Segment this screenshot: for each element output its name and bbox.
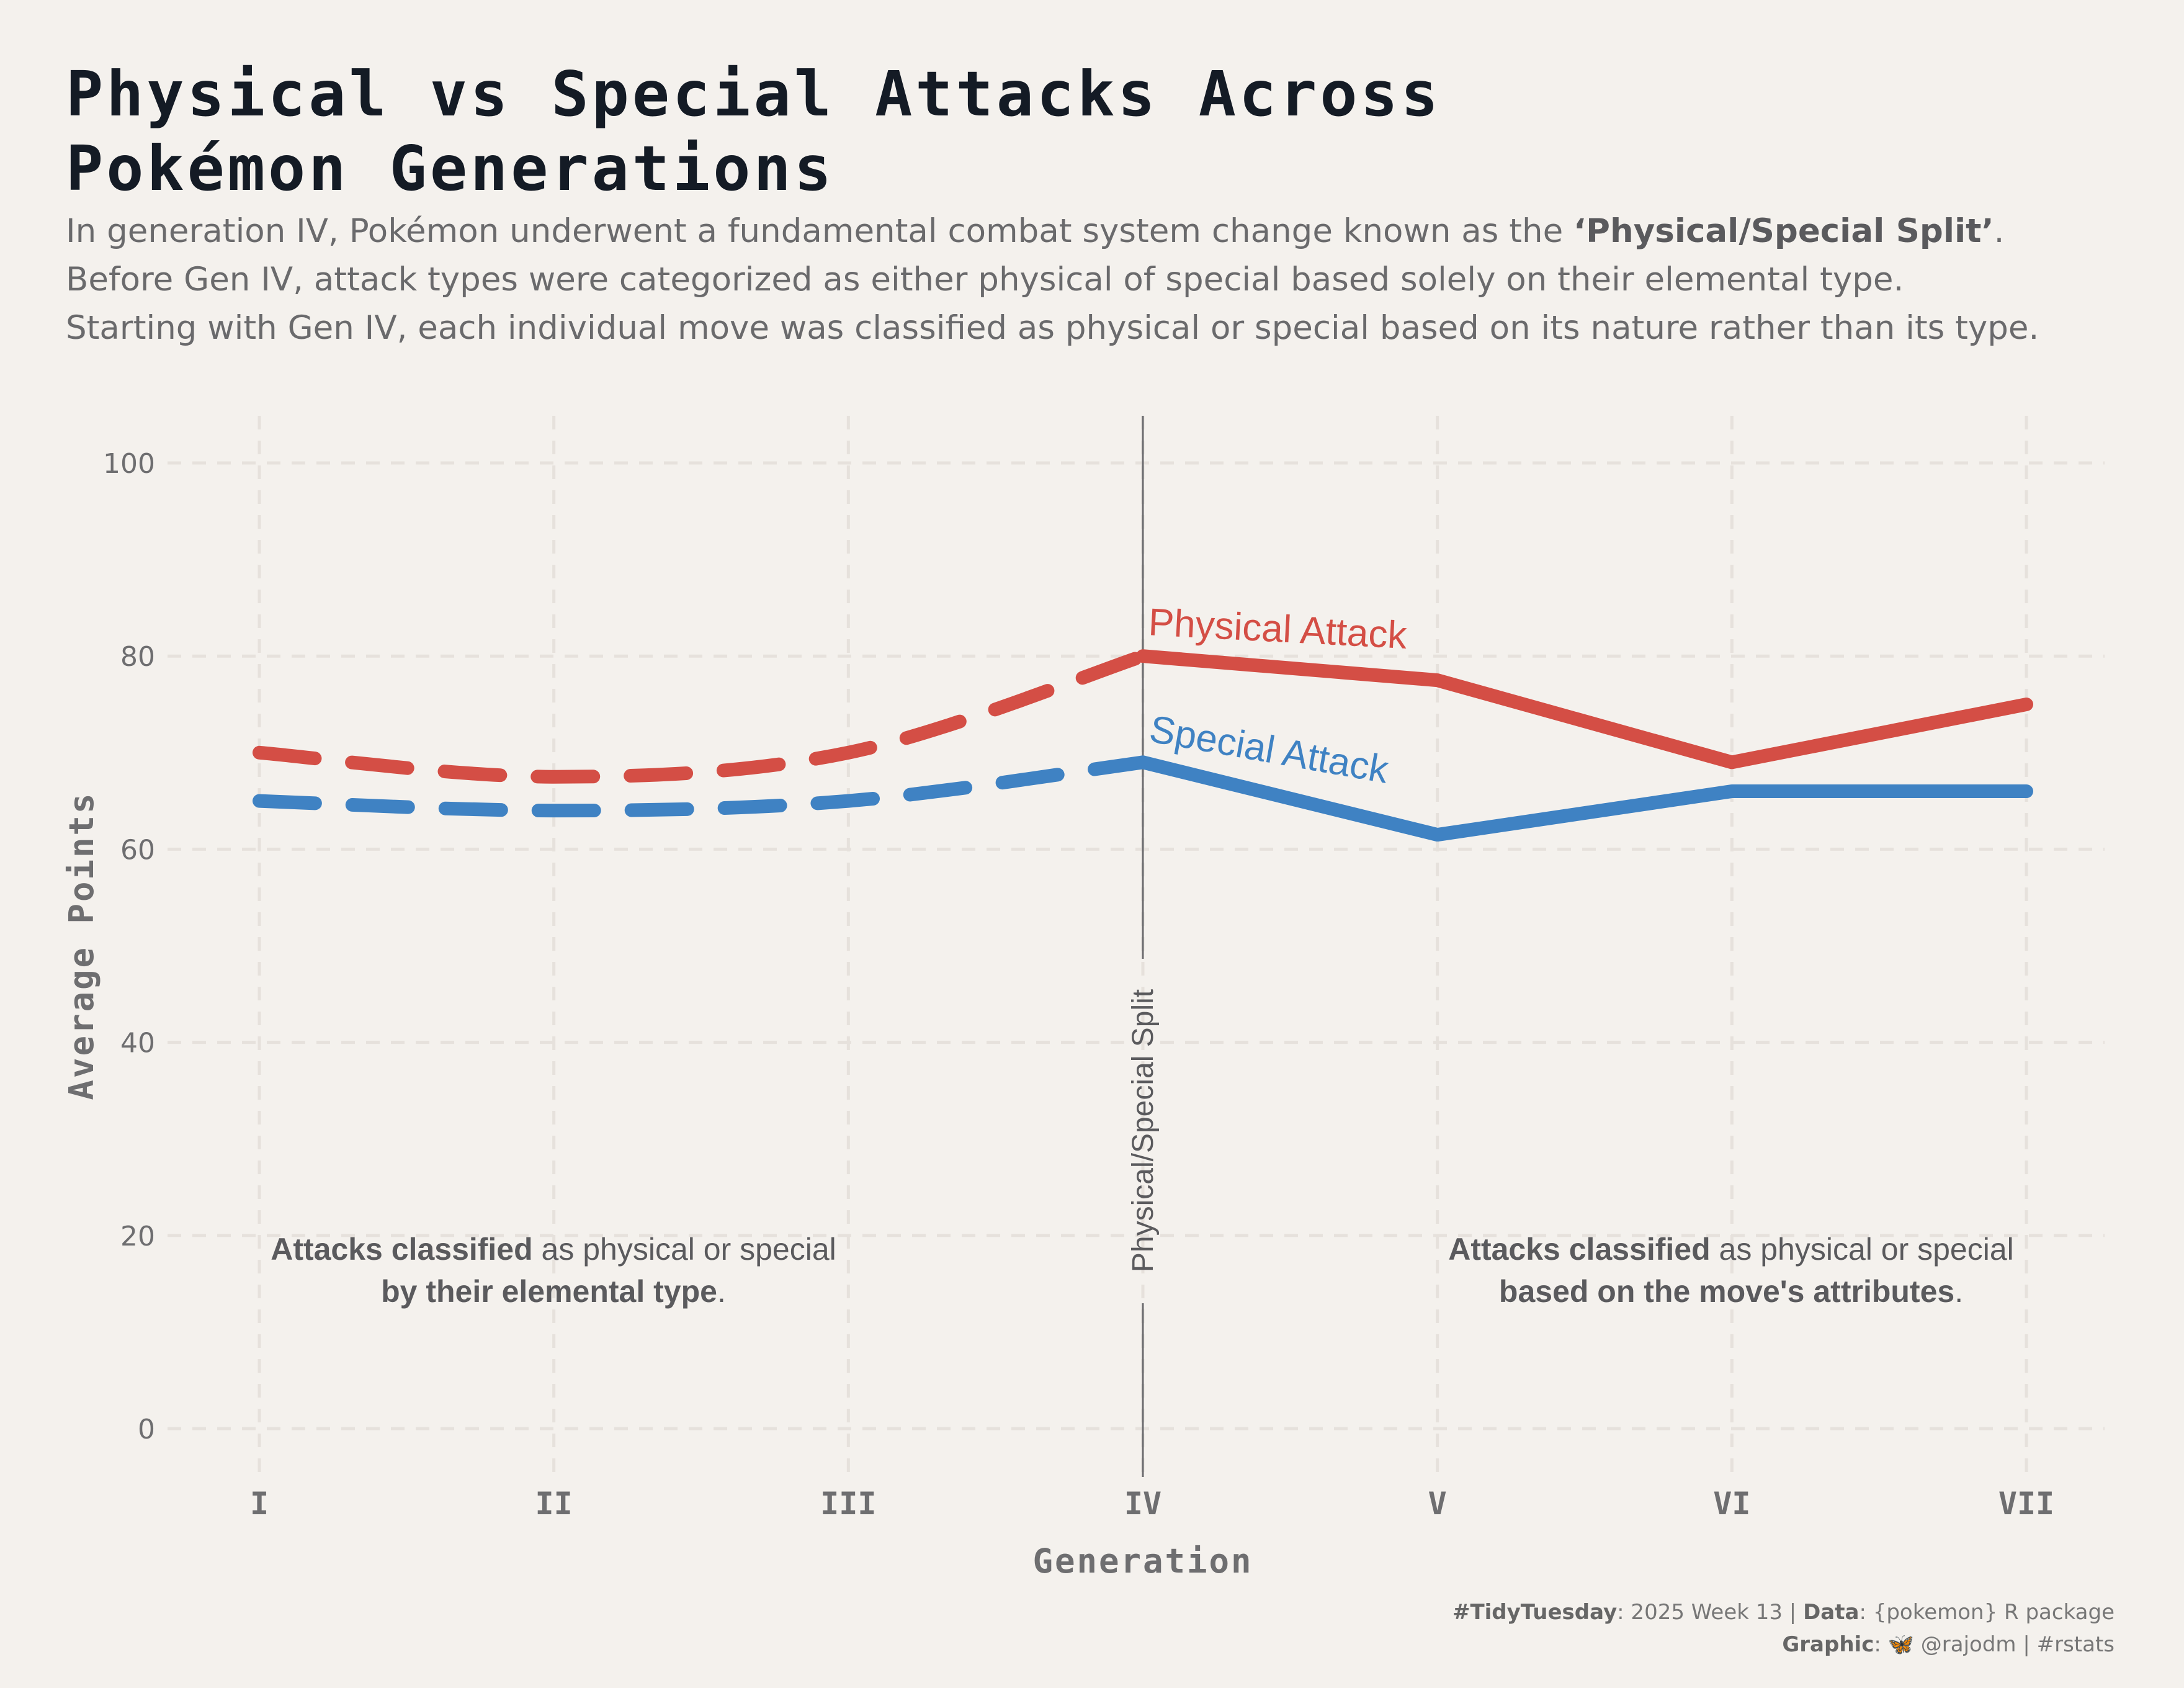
annotation-left-bold-2: by their elemental type — [381, 1274, 717, 1309]
annotation-right-rest-2: . — [1954, 1274, 1963, 1309]
subtitle-line-1: In generation IV, Pokémon underwent a fu… — [66, 207, 2175, 256]
physical-attack-line-before-split — [253, 649, 1150, 784]
annotation-left-line-2: by their elemental type. — [381, 1274, 726, 1309]
physical-attack-line-after-split — [1136, 649, 2033, 770]
annotation-right-line-2: based on the move's attributes. — [1499, 1274, 1963, 1309]
x-tick-label: I — [250, 1486, 269, 1522]
y-tick-label: 100 — [103, 448, 155, 480]
x-tick-label: III — [820, 1486, 876, 1522]
subtitle-line-2: Before Gen IV, attack types were categor… — [66, 261, 1904, 299]
annotation-right-bold-2: based on the move's attributes — [1499, 1274, 1954, 1309]
caption-tag: #TidyTuesday — [1452, 1600, 1618, 1625]
x-tick-label: IV — [1124, 1486, 1161, 1522]
x-axis-ticks: I II III IV V VI VII — [250, 1486, 2054, 1522]
grid-lines — [168, 416, 2105, 1477]
x-tick-label: II — [535, 1486, 573, 1522]
caption-line-2: Graphic: 🦋 @rajodm | #rstats — [1452, 1628, 2115, 1661]
split-marker: Physical/Special Split — [1127, 416, 1160, 1477]
y-axis-title: Average Points — [62, 791, 101, 1100]
title-line-1: Physical vs Special Attacks Across — [66, 58, 1441, 130]
annotation-left-bold-1: Attacks classified — [271, 1232, 532, 1267]
y-tick-label: 20 — [120, 1221, 155, 1252]
caption-data-label: Data — [1803, 1600, 1860, 1625]
x-axis-title: Generation — [1032, 1542, 1253, 1581]
special-attack-line-after-split — [1136, 755, 2033, 842]
annotation-right-bold-1: Attacks classified — [1448, 1232, 1710, 1267]
caption-tag-rest: : 2025 Week 13 | — [1617, 1600, 1804, 1625]
chart-title: Physical vs Special Attacks Across Pokém… — [66, 57, 2051, 206]
caption-graphic-rest: : 🦋 @rajodm | #rstats — [1874, 1632, 2115, 1657]
annotation-right-rest-1: as physical or special — [1711, 1232, 2014, 1267]
x-tick-label: VII — [1998, 1486, 2054, 1522]
subtitle-line-3: Starting with Gen IV, each individual mo… — [66, 309, 2039, 347]
x-tick-label: V — [1428, 1486, 1447, 1522]
subtitle-emphasis: ‘Physical/Special Split’ — [1573, 212, 1994, 250]
chart-subtitle: In generation IV, Pokémon underwent a fu… — [66, 207, 2175, 352]
physical-attack-label: Physical Attack — [1147, 601, 1408, 657]
y-tick-label: 60 — [120, 834, 155, 866]
annotation-right-line-1: Attacks classified as physical or specia… — [1448, 1232, 2014, 1267]
annotation-left-rest-2: . — [717, 1274, 726, 1309]
annotation-left-rest-1: as physical or special — [533, 1232, 836, 1267]
caption-graphic-label: Graphic — [1782, 1632, 1874, 1657]
subtitle-line-1-end: . — [1994, 212, 2005, 250]
annotation-left-line-1: Attacks classified as physical or specia… — [271, 1232, 836, 1267]
split-label: Physical/Special Split — [1127, 989, 1160, 1272]
title-line-2: Pokémon Generations — [66, 132, 835, 205]
chart-caption: #TidyTuesday: 2025 Week 13 | Data: {poke… — [1452, 1596, 2115, 1661]
y-tick-label: 40 — [120, 1028, 155, 1059]
y-axis-ticks: 0 20 40 60 80 100 — [103, 448, 155, 1445]
caption-line-1: #TidyTuesday: 2025 Week 13 | Data: {poke… — [1452, 1596, 2115, 1628]
caption-data-rest: : {pokemon} R package — [1859, 1600, 2115, 1625]
x-tick-label: VI — [1713, 1486, 1750, 1522]
y-tick-label: 80 — [120, 641, 155, 673]
subtitle-line-1-text: In generation IV, Pokémon underwent a fu… — [66, 212, 1574, 250]
special-attack-line-before-split — [253, 755, 1150, 818]
y-tick-label: 0 — [138, 1414, 155, 1445]
